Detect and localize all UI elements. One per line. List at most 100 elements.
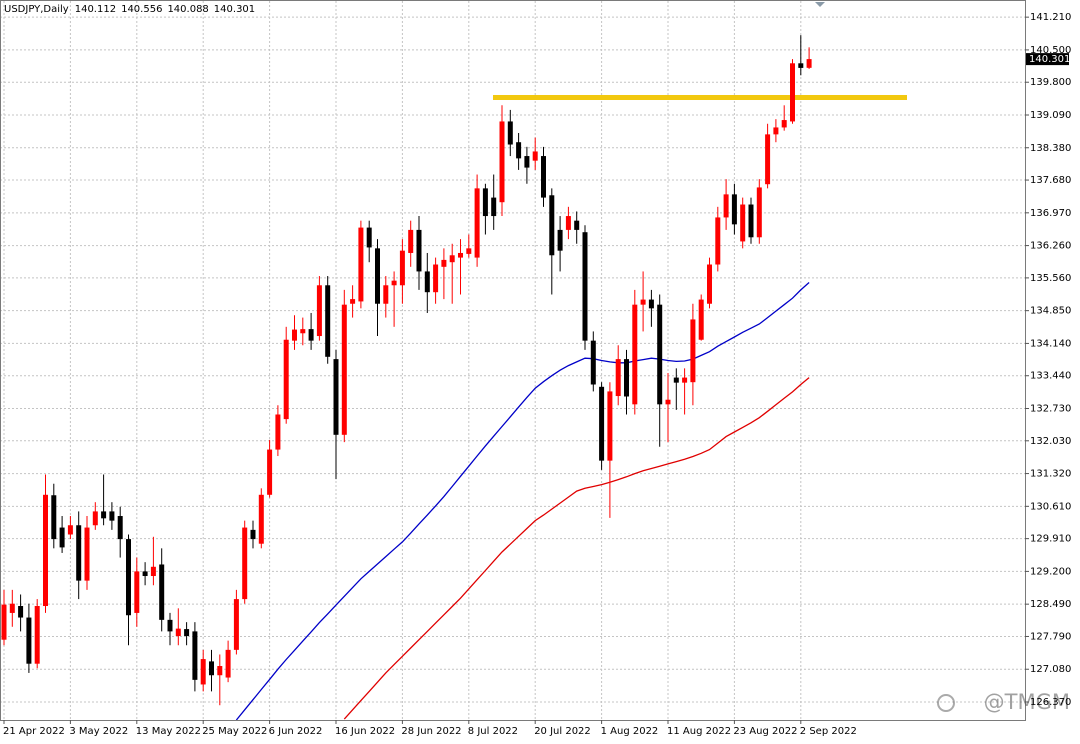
y-tick-label: 140.500: [1030, 45, 1071, 56]
candle-body: [366, 227, 372, 248]
y-tick-label: 136.970: [1030, 208, 1071, 219]
candle-body: [441, 259, 447, 267]
candle-body: [375, 248, 380, 304]
candle-body: [9, 603, 15, 613]
candle-body: [781, 120, 787, 128]
grid: [0, 1, 1025, 720]
candle-body: [341, 304, 347, 435]
candle-body: [142, 571, 148, 577]
candle-body: [607, 391, 613, 461]
y-tick-label: 127.790: [1030, 631, 1071, 642]
header-open: 140.112: [75, 4, 116, 15]
candle-body: [258, 494, 264, 544]
candle-body: [175, 628, 181, 637]
candle-body: [200, 659, 206, 685]
candle-body: [790, 63, 795, 122]
candle-body: [267, 449, 273, 495]
candle-body: [574, 220, 580, 230]
candle-body: [283, 339, 289, 420]
candle-body: [507, 121, 513, 145]
y-tick-label: 132.730: [1030, 403, 1071, 414]
candle-body: [325, 285, 331, 357]
candle-body: [524, 156, 530, 168]
candle-body: [565, 216, 571, 230]
candle-body: [333, 359, 339, 435]
candle-body: [59, 527, 65, 548]
candle-body: [765, 134, 771, 185]
candle-body: [358, 227, 364, 302]
candle-body: [225, 649, 231, 678]
candle-body: [84, 527, 90, 581]
candle-body: [458, 252, 463, 258]
candle-body: [698, 299, 704, 340]
candle-body: [433, 264, 439, 293]
candle-body: [233, 599, 239, 650]
candle-body: [715, 217, 721, 265]
y-tick-label: 126.370: [1030, 697, 1071, 708]
candle-body: [408, 229, 414, 253]
y-tick-label: 133.440: [1030, 371, 1071, 382]
candle-body: [773, 127, 779, 135]
y-tick-label: 130.610: [1030, 501, 1071, 512]
price-tag: [1026, 53, 1069, 66]
candle-body: [541, 156, 546, 198]
x-tick-label: 20 Jul 2022: [534, 726, 591, 737]
candle-body: [682, 377, 688, 383]
candle-body: [482, 188, 488, 217]
y-tick-label: 138.380: [1030, 143, 1071, 154]
candle-body: [275, 414, 281, 450]
candle-body: [150, 566, 156, 577]
y-tick-label: 127.080: [1030, 664, 1071, 675]
candle-body: [43, 494, 48, 607]
candle-body: [134, 571, 140, 613]
candle-body: [557, 229, 563, 251]
candle-body: [590, 340, 596, 385]
candle-body: [665, 399, 671, 405]
x-tick-label: 1 Aug 2022: [601, 726, 659, 737]
candle-body: [416, 229, 422, 272]
y-tick-label: 129.910: [1030, 534, 1071, 545]
candle-body: [67, 525, 73, 535]
plot-frame: [0, 0, 1026, 721]
candle-body: [308, 329, 314, 341]
candle-body: [466, 248, 472, 254]
candle-body: [34, 606, 40, 664]
candle-body: [184, 629, 190, 637]
x-tick-label: 23 Aug 2022: [733, 726, 797, 737]
candle-body: [516, 142, 522, 159]
y-tick-label: 139.800: [1030, 77, 1071, 88]
shift-marker: [815, 2, 825, 7]
candle-body: [250, 529, 256, 540]
candle-body: [300, 329, 306, 334]
x-tick-label: 3 May 2022: [69, 726, 128, 737]
candle-body: [632, 304, 638, 405]
candle-body: [798, 63, 804, 68]
candle-body: [599, 386, 605, 461]
candle-body: [350, 299, 356, 304]
candle-body: [449, 255, 455, 263]
candle-body: [391, 280, 397, 286]
y-tick-label: 132.030: [1030, 436, 1071, 447]
y-tick-label: 129.200: [1030, 566, 1071, 577]
candle-body: [648, 299, 654, 309]
candle-body: [657, 304, 663, 405]
header-low: 140.088: [167, 4, 208, 15]
candle-body: [707, 264, 712, 304]
candle-body: [549, 195, 555, 256]
header-high: 140.556: [121, 4, 162, 15]
candle-body: [740, 204, 746, 242]
y-tick-label: 131.320: [1030, 469, 1071, 480]
candle-body: [51, 495, 57, 540]
candle-body: [383, 285, 389, 304]
candle-body: [532, 151, 538, 161]
candle-body: [159, 564, 165, 620]
candle-body: [217, 666, 223, 676]
candle-body: [109, 511, 115, 521]
candle-body: [192, 631, 198, 680]
candle-body: [26, 617, 32, 664]
x-tick-label: 6 Jun 2022: [269, 726, 323, 737]
candle-body: [209, 661, 214, 676]
candle-body: [624, 359, 629, 397]
x-tick-label: 25 May 2022: [202, 726, 267, 737]
